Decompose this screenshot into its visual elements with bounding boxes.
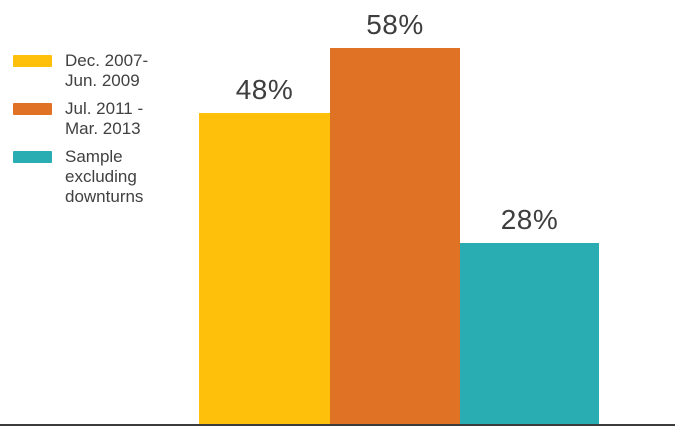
bar-dec-2007-jun-2009	[199, 113, 330, 424]
legend-label: Jul. 2011 - Mar. 2013	[65, 99, 144, 139]
x-axis-line	[0, 424, 675, 426]
bar-sample-excluding-downturns	[460, 243, 599, 424]
legend-label: Dec. 2007- Jun. 2009	[65, 51, 149, 91]
legend-item: Sample excluding downturns	[13, 147, 148, 207]
legend-item: Dec. 2007- Jun. 2009	[13, 51, 148, 91]
legend-label: Sample excluding downturns	[65, 147, 144, 207]
chart-legend: Dec. 2007- Jun. 2009 Jul. 2011 - Mar. 201…	[13, 51, 148, 207]
bar-value-label: 58%	[366, 9, 424, 40]
legend-swatch-icon	[13, 55, 52, 67]
legend-item: Jul. 2011 - Mar. 2013	[13, 99, 148, 139]
bar-jul-2011-mar-2013	[330, 48, 460, 424]
bar-value-label: 48%	[235, 74, 294, 105]
legend-swatch-icon	[13, 103, 52, 116]
bar-value-label: 28%	[500, 204, 559, 235]
legend-swatch-icon	[13, 151, 52, 164]
